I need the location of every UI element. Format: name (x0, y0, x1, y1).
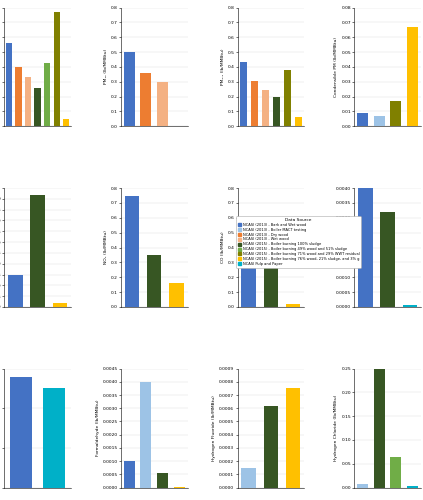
Bar (124, 461, 135, 487)
Y-axis label: CO (lb/MMBtu): CO (lb/MMBtu) (220, 232, 225, 264)
Bar (242, 232, 256, 307)
Y-axis label: Formaldehyde (lb/MMBtu): Formaldehyde (lb/MMBtu) (96, 400, 100, 456)
Bar (30, 194, 45, 307)
Bar (264, 251, 278, 307)
Bar (358, 188, 373, 307)
Bar (380, 212, 395, 307)
Bar (44, 63, 50, 126)
Bar (264, 406, 278, 487)
Bar (374, 362, 385, 488)
Bar (242, 468, 256, 487)
Bar (125, 196, 139, 307)
Bar (262, 90, 269, 126)
Bar (250, 81, 258, 126)
Bar (10, 376, 32, 488)
Y-axis label: Hydrogen Chloride (lb/MMBtu): Hydrogen Chloride (lb/MMBtu) (335, 395, 338, 461)
Y-axis label: PM₁₀ (lb/MMBtu): PM₁₀ (lb/MMBtu) (104, 50, 108, 84)
Y-axis label: Hydrogen Fluoride (lb/MMBtu): Hydrogen Fluoride (lb/MMBtu) (212, 395, 216, 461)
Bar (174, 486, 185, 488)
Y-axis label: NOₓ (lb/MMBtu): NOₓ (lb/MMBtu) (104, 230, 108, 264)
Bar (407, 27, 418, 126)
Bar (357, 484, 368, 488)
Bar (124, 52, 135, 127)
Bar (403, 304, 417, 307)
Bar (357, 113, 368, 126)
Bar (157, 473, 168, 488)
Bar (54, 12, 60, 126)
Bar (157, 82, 168, 126)
Bar (34, 88, 41, 126)
Bar (52, 302, 67, 307)
Bar (273, 98, 280, 126)
Bar (140, 73, 151, 126)
Legend: NCASI (2013) - Bark and Wet wood, NCASI (2013) - Boiler MACT testing, NCASI (201: NCASI (2013) - Bark and Wet wood, NCASI … (236, 216, 361, 268)
Bar (286, 388, 300, 488)
Bar (390, 456, 401, 488)
Bar (25, 76, 31, 126)
Bar (390, 101, 401, 126)
Bar (407, 486, 418, 488)
Bar (286, 304, 300, 307)
Bar (44, 388, 65, 488)
Bar (63, 119, 69, 126)
Y-axis label: VOC (lb/MMBtu): VOC (lb/MMBtu) (329, 230, 333, 265)
Bar (239, 62, 247, 126)
Bar (284, 70, 291, 126)
Bar (295, 118, 302, 126)
Bar (169, 283, 184, 307)
Bar (6, 43, 12, 126)
Bar (374, 116, 385, 126)
Y-axis label: PM₂.₅ (lb/MMBtu): PM₂.₅ (lb/MMBtu) (220, 48, 225, 85)
Bar (8, 274, 22, 307)
Bar (140, 382, 151, 488)
Bar (147, 255, 162, 307)
Bar (15, 67, 22, 126)
Y-axis label: Condensible PM (lb/MMBtu): Condensible PM (lb/MMBtu) (335, 37, 338, 97)
